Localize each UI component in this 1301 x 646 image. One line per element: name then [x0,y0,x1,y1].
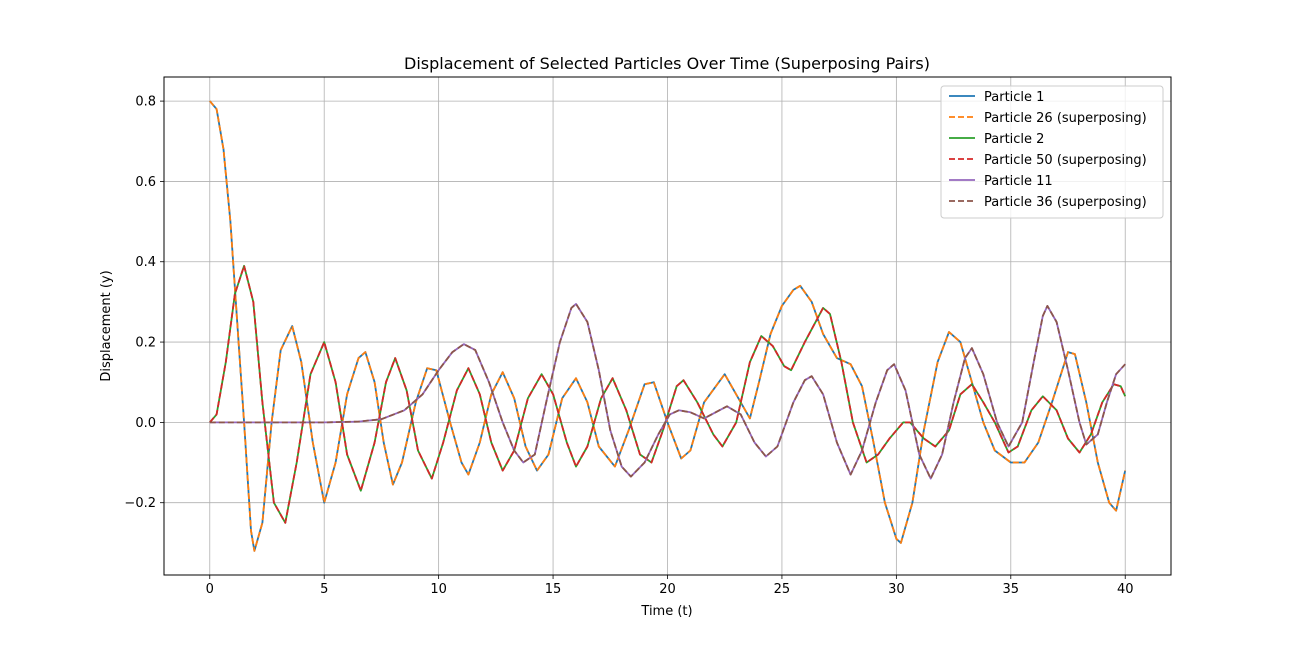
y-tick-label: 0.2 [135,336,156,351]
x-tick-label: 5 [320,582,328,597]
x-tick-label: 20 [659,582,676,597]
y-axis-label: Displacement (y) [99,270,114,381]
legend: Particle 1 Particle 26 (superposing) Parti… [940,85,1164,219]
series-line-2 [209,100,1127,552]
x-axis-label: Time (t) [640,604,692,619]
plot-lines [209,100,1127,552]
x-tick-label: 0 [206,582,214,597]
y-tick-label: 0.0 [135,416,156,431]
x-tick-label: 10 [430,582,447,597]
legend-label: Particle 26 (superposing) [984,111,1147,126]
x-tick-label: 35 [1003,582,1020,597]
legend-label: Particle 2 [984,132,1044,147]
y-tick-label: 0.4 [135,255,156,270]
series-line-6 [209,303,1126,480]
legend-label: Particle 11 [984,174,1053,189]
y-tick-label: 0.6 [135,175,156,190]
x-tick-label: 30 [888,582,905,597]
x-tick-label: 25 [774,582,791,597]
y-axis-ticks: −0.2 0.0 0.2 0.4 0.6 0.8 [124,95,164,511]
x-tick-label: 40 [1117,582,1134,597]
x-axis-ticks: 0 5 10 15 20 25 30 35 40 [206,575,1134,597]
legend-box [940,85,1164,219]
legend-label: Particle 1 [984,90,1044,105]
y-tick-label: 0.8 [135,95,156,110]
x-tick-label: 15 [545,582,562,597]
y-tick-label: −0.2 [124,496,156,511]
legend-label: Particle 50 (superposing) [984,153,1147,168]
legend-label: Particle 36 (superposing) [984,195,1147,210]
series-line-4 [209,264,1127,524]
chart-title: Displacement of Selected Particles Over … [404,54,930,73]
